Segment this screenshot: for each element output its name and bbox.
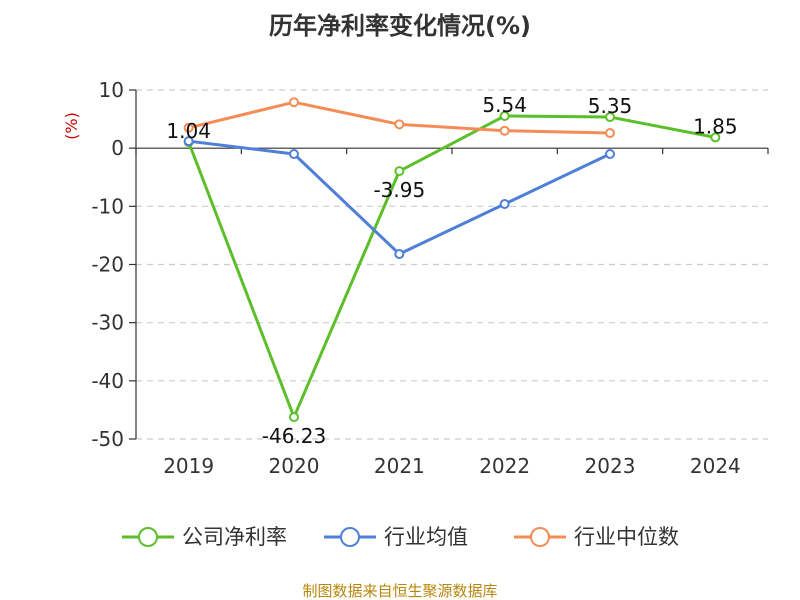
legend-label: 行业中位数 bbox=[574, 525, 679, 549]
data-point[interactable] bbox=[394, 249, 405, 260]
y-axis-unit: (%) bbox=[62, 112, 81, 140]
data-point[interactable] bbox=[605, 112, 615, 123]
legend-label: 行业均值 bbox=[384, 525, 468, 549]
y-tick-label: -10 bbox=[91, 194, 124, 218]
y-tick-label: 10 bbox=[99, 78, 124, 102]
data-labels: 1.04 -46.23 -3.95 5.54 5.35 1.85 bbox=[166, 93, 737, 448]
x-tick-label: 2023 bbox=[585, 454, 636, 478]
data-label: 1.85 bbox=[693, 114, 738, 138]
data-label: 5.54 bbox=[482, 93, 527, 117]
y-tick-label: 0 bbox=[111, 136, 124, 160]
data-point[interactable] bbox=[499, 125, 510, 136]
data-point[interactable] bbox=[605, 128, 615, 139]
data-point[interactable] bbox=[289, 148, 299, 159]
data-point[interactable] bbox=[183, 136, 194, 147]
data-point[interactable] bbox=[183, 122, 194, 133]
data-label: 5.35 bbox=[588, 94, 633, 118]
legend-marker bbox=[340, 527, 360, 547]
x-tick-label: 2022 bbox=[479, 454, 530, 478]
legend-marker bbox=[530, 527, 550, 547]
data-point[interactable] bbox=[289, 97, 299, 108]
data-label: 1.04 bbox=[166, 119, 211, 143]
axes: 10 0 -10 -20 -30 -40 -50 2019 2020 2021 2022 2023 20… bbox=[91, 78, 769, 478]
data-point[interactable] bbox=[499, 110, 510, 121]
data-point[interactable] bbox=[289, 412, 299, 423]
legend-marker bbox=[138, 527, 158, 547]
data-point[interactable] bbox=[394, 166, 405, 177]
legend-item[interactable]: 公司净利率 bbox=[122, 525, 287, 549]
data-point[interactable] bbox=[499, 199, 510, 210]
y-tick-label: -40 bbox=[91, 369, 124, 393]
series-lines bbox=[183, 97, 721, 423]
legend-item[interactable]: 行业均值 bbox=[324, 525, 468, 549]
y-tick-label: -50 bbox=[91, 427, 124, 451]
series-line bbox=[187, 114, 716, 419]
legend-item[interactable]: 行业中位数 bbox=[514, 525, 679, 549]
y-tick-label: -20 bbox=[91, 253, 124, 277]
x-tick-label: 2024 bbox=[690, 454, 741, 478]
legend[interactable]: 公司净利率 行业均值 行业中位数 bbox=[122, 525, 679, 549]
data-label: -3.95 bbox=[373, 178, 425, 202]
data-point[interactable] bbox=[605, 148, 615, 159]
x-tick-label: 2020 bbox=[269, 454, 320, 478]
data-point[interactable] bbox=[394, 119, 405, 130]
source-note: 制图数据来自恒生聚源数据库 bbox=[302, 582, 497, 600]
x-tick-label: 2019 bbox=[163, 454, 214, 478]
data-label: -46.23 bbox=[262, 424, 326, 448]
x-tick-label: 2021 bbox=[374, 454, 425, 478]
chart-title: 历年净利率变化情况(%) bbox=[269, 12, 531, 40]
legend-label: 公司净利率 bbox=[182, 525, 287, 549]
y-tick-label: -30 bbox=[91, 311, 124, 335]
data-point[interactable] bbox=[710, 132, 721, 143]
